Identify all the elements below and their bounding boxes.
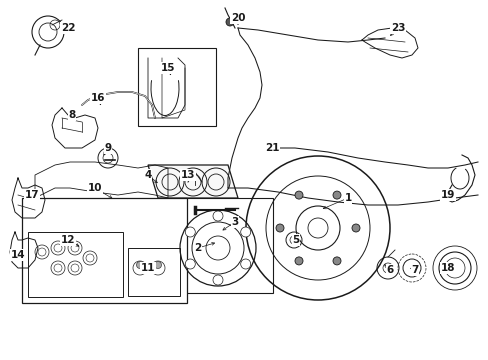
Text: 10: 10 — [87, 183, 102, 193]
Circle shape — [136, 261, 143, 269]
Circle shape — [332, 191, 340, 199]
Text: 22: 22 — [61, 23, 75, 33]
Text: 11: 11 — [141, 263, 155, 273]
Text: 7: 7 — [410, 265, 418, 275]
Text: 8: 8 — [68, 110, 76, 120]
Circle shape — [240, 227, 250, 237]
Bar — [28, 232, 123, 297]
Text: 19: 19 — [440, 190, 454, 200]
Circle shape — [240, 259, 250, 269]
Circle shape — [213, 275, 223, 285]
Text: 13: 13 — [181, 170, 195, 180]
Polygon shape — [148, 165, 238, 198]
Text: 14: 14 — [11, 250, 25, 260]
Text: 21: 21 — [264, 143, 279, 153]
Circle shape — [294, 257, 303, 265]
Text: 16: 16 — [91, 93, 105, 103]
Text: 17: 17 — [24, 190, 39, 200]
Bar — [22, 198, 186, 303]
Text: 12: 12 — [61, 235, 75, 245]
Circle shape — [225, 18, 234, 26]
Text: 4: 4 — [144, 170, 151, 180]
Bar — [138, 48, 216, 126]
Text: 1: 1 — [344, 193, 351, 203]
Circle shape — [275, 224, 284, 232]
Text: 15: 15 — [161, 63, 175, 73]
Circle shape — [351, 224, 359, 232]
Text: 20: 20 — [230, 13, 245, 23]
Text: 3: 3 — [231, 217, 238, 227]
Circle shape — [185, 259, 195, 269]
Circle shape — [332, 257, 340, 265]
Circle shape — [154, 261, 161, 269]
Circle shape — [213, 211, 223, 221]
Text: 23: 23 — [390, 23, 405, 33]
Bar — [175, 198, 272, 293]
Text: 2: 2 — [194, 243, 201, 253]
Text: 5: 5 — [292, 235, 299, 245]
Circle shape — [185, 227, 195, 237]
Text: 9: 9 — [104, 143, 111, 153]
Text: 6: 6 — [386, 265, 393, 275]
Bar — [128, 248, 180, 296]
Text: 18: 18 — [440, 263, 454, 273]
Circle shape — [294, 191, 303, 199]
